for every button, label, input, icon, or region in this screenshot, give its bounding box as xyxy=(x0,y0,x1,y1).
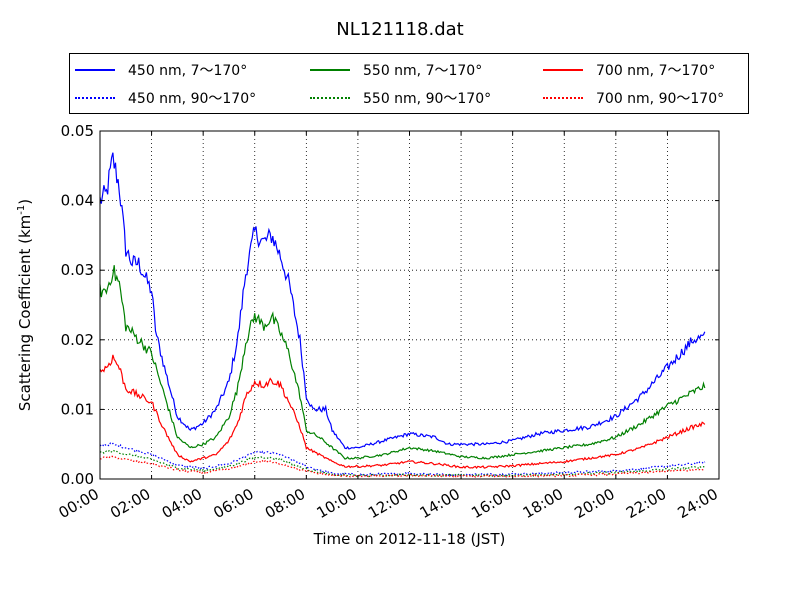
legend-entry: 450 nm, 90～170° xyxy=(75,87,256,109)
x-tick-label: 08:00 xyxy=(262,485,308,522)
y-axis-label-suffix: ) xyxy=(16,199,34,205)
legend-entry: 550 nm, 90～170° xyxy=(310,87,491,109)
series-line xyxy=(99,152,706,450)
x-tick-label: 12:00 xyxy=(365,485,411,522)
legend-swatch xyxy=(75,69,115,71)
x-tick-label: 18:00 xyxy=(520,485,566,522)
legend-entry: 700 nm, 90～170° xyxy=(543,87,724,109)
y-axis-label-exponent: -1 xyxy=(16,205,27,215)
legend-entry: 550 nm, 7～170° xyxy=(310,59,482,81)
x-tick-label: 04:00 xyxy=(159,485,205,522)
legend-swatch xyxy=(310,69,350,71)
y-tick-label: 0.03 xyxy=(61,261,94,279)
y-tick-label: 0.02 xyxy=(61,331,94,349)
y-axis-label-text: Scattering Coefficient (km xyxy=(16,215,34,411)
x-tick-label: 24:00 xyxy=(675,485,721,522)
x-tick-label: 22:00 xyxy=(623,485,669,522)
x-tick-label: 14:00 xyxy=(417,485,463,522)
legend-label: 700 nm, 90～170° xyxy=(596,91,725,107)
legend-swatch xyxy=(543,97,583,99)
x-tick-label: 16:00 xyxy=(468,485,514,522)
series-line xyxy=(99,265,706,460)
legend: 450 nm, 7～170° 450 nm, 90～170° 550 nm, 7… xyxy=(69,53,749,114)
x-tick-label: 06:00 xyxy=(210,485,256,522)
legend-label: 550 nm, 90～170° xyxy=(363,91,492,107)
legend-label: 450 nm, 90～170° xyxy=(128,91,257,107)
series-line xyxy=(99,354,706,469)
y-axis-label: Scattering Coefficient (km-1) xyxy=(16,199,34,411)
x-axis-label: Time on 2012-11-18 (JST) xyxy=(313,530,506,548)
x-tick-label: 10:00 xyxy=(313,485,359,522)
y-tick-label: 0.05 xyxy=(61,122,94,140)
legend-entry: 700 nm, 7～170° xyxy=(543,59,715,81)
legend-label: 700 nm, 7～170° xyxy=(596,63,716,79)
series-line xyxy=(99,442,706,477)
x-tick-label: 02:00 xyxy=(107,485,153,522)
x-tick-label: 00:00 xyxy=(56,485,102,522)
y-tick-label: 0.04 xyxy=(61,192,94,210)
legend-swatch xyxy=(543,69,583,71)
x-tick-label: 20:00 xyxy=(571,485,617,522)
legend-swatch xyxy=(310,97,350,99)
legend-label: 550 nm, 7～170° xyxy=(363,63,483,79)
y-tick-label: 0.00 xyxy=(61,470,94,488)
y-tick-label: 0.01 xyxy=(61,400,94,418)
legend-swatch xyxy=(75,97,115,99)
chart-title: NL121118.dat xyxy=(336,19,464,40)
series-line xyxy=(99,449,706,478)
legend-label: 450 nm, 7～170° xyxy=(128,63,248,79)
legend-entry: 450 nm, 7～170° xyxy=(75,59,247,81)
